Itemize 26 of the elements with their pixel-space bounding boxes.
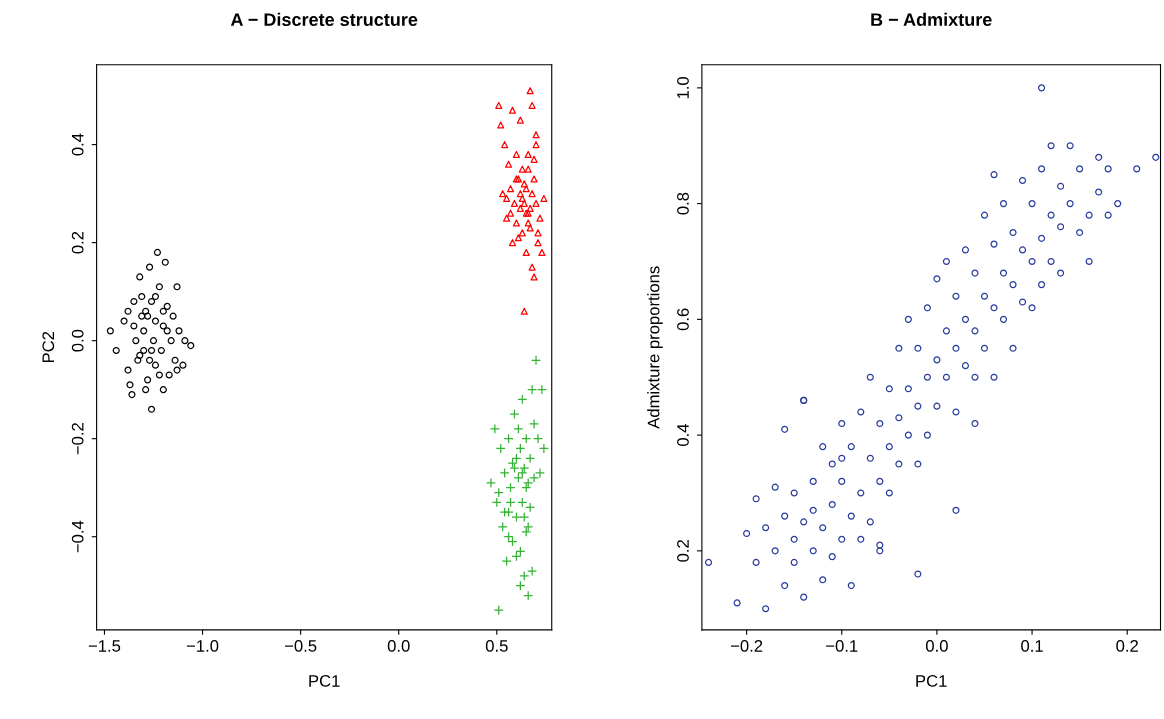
y-axis-title: Admixture proportions [647,266,663,429]
x-tick-label: 0.2 [1116,640,1138,652]
y-tick-label: 1.0 [677,76,689,99]
y-tick-label: 0.2 [71,231,84,254]
x-axis-title: PC1 [916,674,947,687]
y-tick-label: 0.2 [677,540,689,562]
x-tick-label: −0.2 [730,640,763,652]
x-tick-label: 0.1 [1021,640,1043,652]
chart-title: A − Discrete structure [230,12,418,26]
y-axis-title: PC2 [42,331,55,363]
y-tick-label: 0.8 [677,192,689,215]
x-axis-title: PC1 [309,674,340,687]
x-tick-label: −1.0 [186,640,219,652]
x-tick-label: −1.5 [88,640,121,652]
x-tick-label: 0.0 [387,640,410,652]
y-tick-label: 0.4 [71,133,84,156]
y-tick-label: 0.6 [677,308,689,331]
y-tick-label: 0.4 [677,424,689,447]
chart-title: B − Admixture [871,12,992,26]
x-tick-label: −0.5 [285,640,317,652]
x-tick-label: 0.0 [925,640,948,652]
x-tick-label: −0.1 [826,640,858,652]
y-tick-label: −0.2 [71,423,84,455]
y-tick-label: −0.4 [71,520,84,553]
x-tick-label: 0.5 [485,640,508,652]
y-tick-label: 0.0 [71,329,84,352]
